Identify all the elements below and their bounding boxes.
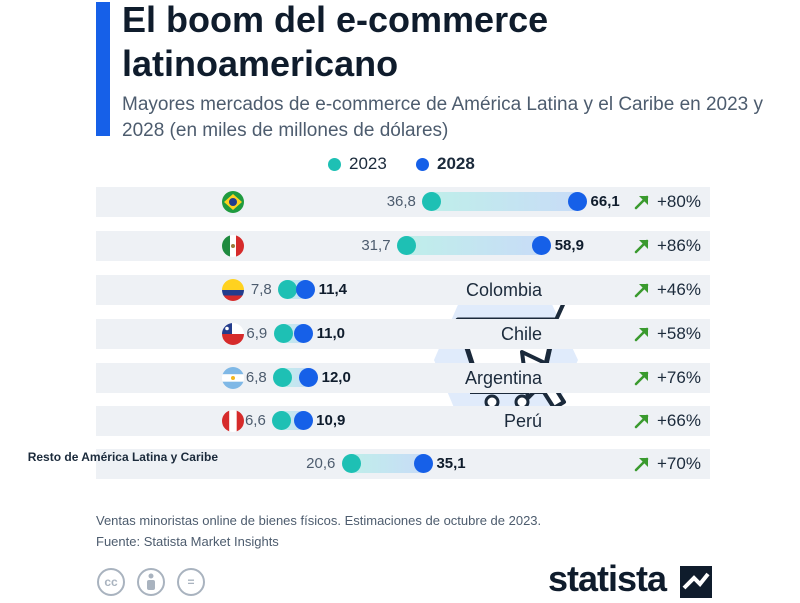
point-2028	[294, 324, 314, 343]
point-2028	[413, 454, 433, 473]
category-label: Colombia	[465, 280, 542, 300]
brand-logo: statista	[548, 558, 667, 599]
point-2023	[422, 192, 442, 211]
point-2023	[278, 280, 298, 299]
value-label-2028: 66,1	[590, 193, 620, 210]
legend-label-2028: 2028	[437, 154, 475, 173]
value-label-2023: 6,6	[244, 412, 266, 429]
value-label-2023: 6,8	[245, 369, 267, 386]
value-label-2028: 12,0	[321, 369, 351, 386]
category-label: Chile	[500, 324, 542, 344]
connector-bar	[406, 236, 542, 255]
value-label-2023: 7,8	[250, 281, 272, 298]
nd-icon-label: =	[187, 575, 195, 589]
value-label-2028: 35,1	[436, 455, 466, 472]
trend-up-arrow-icon	[633, 369, 651, 387]
legend-dot-2028	[416, 157, 429, 171]
value-label-2023: 36,8	[386, 193, 416, 210]
table-row: México31,758,9+86%	[96, 231, 710, 261]
point-2028	[293, 411, 313, 430]
brand-mark-icon	[680, 566, 712, 598]
growth-value: +86%	[657, 236, 701, 255]
table-row: Argentina 6,8 12,0 +76%	[96, 363, 710, 393]
growth-label: +66%	[633, 411, 701, 431]
footnote-description: Ventas minoristas online de bienes físic…	[96, 513, 542, 528]
table-row: Colombia 7,8 11,4 +46%	[96, 275, 710, 305]
cc-icon: cc	[97, 568, 125, 596]
category-label: Perú	[503, 411, 542, 431]
growth-value: +76%	[657, 368, 701, 387]
mexico-flag	[222, 235, 244, 257]
colombia-flag	[222, 279, 244, 301]
nd-icon: =	[177, 568, 205, 596]
trend-up-arrow-icon	[633, 237, 651, 255]
trend-up-arrow-icon	[633, 325, 651, 343]
growth-value: +66%	[657, 411, 701, 430]
chile-flag	[222, 323, 244, 345]
point-2023	[273, 324, 293, 343]
brazil-flag	[222, 191, 244, 213]
point-2028	[296, 280, 316, 299]
growth-value: +80%	[657, 192, 701, 211]
legend-label-2023: 2023	[349, 154, 387, 173]
growth-label: +80%	[633, 192, 701, 212]
category-label: Argentina	[464, 368, 542, 388]
growth-value: +46%	[657, 280, 701, 299]
table-row: Brasil36,866,1+80%	[96, 187, 710, 217]
trend-up-arrow-icon	[633, 193, 651, 211]
accent-bar	[96, 2, 110, 136]
point-2023	[272, 411, 292, 430]
by-icon	[137, 568, 165, 596]
legend-item-2028: 2028	[416, 154, 475, 174]
footnote-source: Fuente: Statista Market Insights	[96, 534, 279, 549]
table-row: Perú 6,6 10,9 +66%	[96, 406, 710, 436]
trend-up-arrow-icon	[633, 412, 651, 430]
growth-label: +76%	[633, 368, 701, 388]
trend-up-arrow-icon	[633, 455, 651, 473]
table-row: Resto de América Latina y Caribe 20,6 35,1…	[28, 449, 710, 479]
growth-label: +86%	[633, 236, 701, 256]
growth-label: +70%	[633, 454, 701, 474]
point-2023	[397, 236, 417, 255]
value-label-2023: 31,7	[361, 237, 391, 254]
point-2028	[532, 236, 552, 255]
growth-label: +46%	[633, 280, 701, 300]
value-label-2023: 6,9	[246, 325, 268, 342]
point-2028	[568, 192, 588, 211]
peru-flag	[222, 410, 244, 432]
growth-value: +58%	[657, 324, 701, 343]
argentina-flag	[222, 367, 244, 389]
growth-value: +70%	[657, 454, 701, 473]
point-2023	[341, 454, 361, 473]
person-icon	[147, 573, 155, 590]
value-label-2028: 58,9	[554, 237, 584, 254]
point-2028	[299, 368, 319, 387]
value-label-2028: 10,9	[316, 412, 346, 429]
chart-subtitle: Mayores mercados de e-commerce de Améric…	[122, 94, 764, 141]
legend: 2023 2028	[0, 154, 800, 178]
legend-item-2023: 2023	[328, 154, 387, 174]
connector-bar	[431, 192, 578, 211]
value-label-2028: 11,0	[316, 325, 346, 342]
growth-label: +58%	[633, 324, 701, 344]
value-label-2028: 11,4	[318, 281, 348, 298]
cc-icon-label: cc	[104, 575, 118, 589]
legend-dot-2023	[328, 157, 341, 171]
value-label-2023: 20,6	[306, 455, 336, 472]
footnotes: Ventas minoristas online de bienes físic…	[96, 510, 541, 552]
connector-bar	[351, 454, 424, 473]
table-row: Chile 6,9 11,0 +58%	[96, 319, 710, 349]
chart-title: El boom del e-commerce latinoamericano	[122, 0, 549, 84]
trend-up-arrow-icon	[633, 281, 651, 299]
point-2023	[273, 368, 293, 387]
category-label: Resto de América Latina y Caribe	[27, 450, 218, 464]
